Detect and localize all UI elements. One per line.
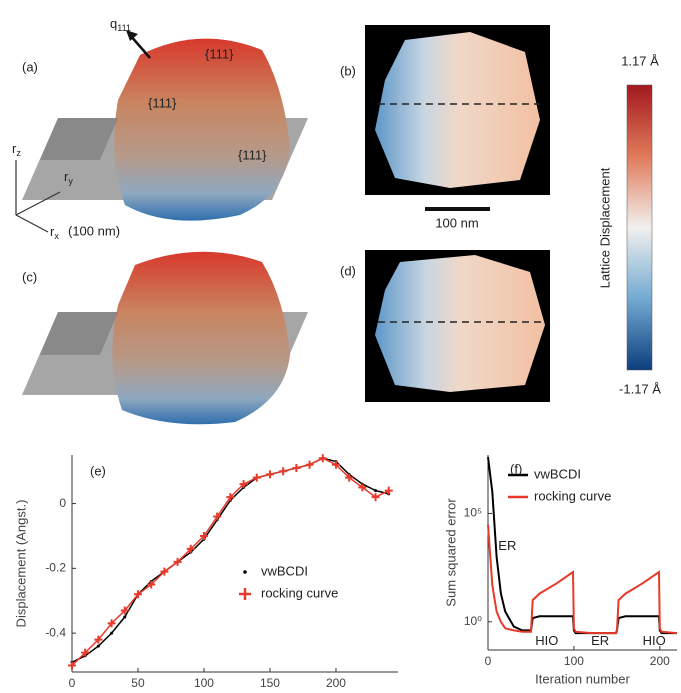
point [318, 454, 327, 463]
point [120, 606, 129, 615]
panel-label: (d) [340, 263, 356, 278]
point [199, 531, 208, 540]
point [186, 544, 195, 553]
point [374, 489, 378, 493]
axis-r: r [50, 224, 55, 239]
point [213, 512, 222, 521]
series-line [71, 457, 390, 667]
x-axis-title: Iteration number [535, 671, 630, 686]
x-tick-label: 200 [326, 676, 346, 690]
y-axis-title: Displacement (Angst.) [13, 500, 28, 628]
y-tick-label: -0.2 [45, 561, 66, 575]
point [292, 463, 301, 472]
y-tick-label: 10⁵ [464, 506, 482, 520]
axis-label: rz [12, 141, 21, 158]
y-tick-label: -0.4 [45, 625, 66, 639]
y-tick-label: 0 [59, 496, 66, 510]
point [147, 580, 156, 589]
scale-bar-label: 100 nm [435, 215, 478, 230]
colorbar-max: 1.17 Å [621, 53, 659, 68]
q-arrow [129, 34, 151, 59]
axis-label: rx [50, 224, 59, 241]
point [68, 661, 76, 670]
point [123, 615, 127, 619]
slice-map [375, 32, 540, 188]
x-tick-label: 0 [69, 676, 76, 690]
axis-r: r [64, 169, 69, 184]
q-arrowhead [126, 30, 138, 41]
series-line [487, 524, 678, 635]
axis-label: ry [64, 169, 73, 186]
x-tick-label: 100 [194, 676, 214, 690]
point [81, 648, 90, 657]
annotation: HIO [535, 633, 558, 648]
facet-label: {111} [148, 95, 177, 110]
panel-label: (f) [510, 461, 522, 476]
point [345, 473, 354, 482]
point [279, 467, 288, 476]
facet-label: {111} [238, 147, 267, 162]
point [331, 460, 340, 469]
legend-label: vwBCDI [534, 466, 581, 481]
y-tick-label: 10⁰ [464, 614, 482, 628]
q-label: q111 [110, 16, 131, 33]
crystal-3d [112, 251, 290, 425]
point [96, 644, 100, 648]
slice-map [375, 255, 545, 392]
axes-triad [15, 160, 61, 233]
panel-label: (b) [340, 63, 356, 78]
point [239, 480, 248, 489]
point [371, 493, 380, 502]
slice-plane [40, 118, 118, 160]
legend-marker [239, 588, 251, 600]
facet-label: {111} [205, 46, 234, 61]
axis-sub: x [54, 231, 59, 241]
axis-scale: (100 nm) [68, 223, 120, 238]
x-tick-label: 150 [260, 676, 280, 690]
annotation: ER [498, 538, 516, 553]
q-sub: 111 [117, 23, 131, 33]
legend-label: rocking curve [261, 585, 338, 600]
point [173, 557, 182, 566]
point [107, 619, 116, 628]
panel-label: (a) [22, 59, 38, 74]
legend-label: vwBCDI [261, 563, 308, 578]
panel-label: (c) [22, 269, 37, 284]
point [133, 590, 142, 599]
x-tick-label: 100 [564, 654, 584, 668]
axis-r: r [12, 141, 17, 156]
axis-sub: z [16, 148, 21, 158]
x-tick-label: 0 [485, 654, 492, 668]
colorbar-label: Lattice Displacement [597, 167, 612, 288]
axis-sub: y [68, 176, 73, 186]
point [252, 473, 261, 482]
series-line [71, 457, 389, 663]
x-tick-label: 200 [650, 654, 670, 668]
point [384, 486, 393, 495]
y-axis-title: Sum squared error [443, 498, 458, 607]
crystal-3d [114, 38, 290, 221]
slice-plane [40, 312, 118, 355]
annotation: ER [591, 633, 609, 648]
colorbar [626, 84, 653, 371]
q-text: q [110, 16, 117, 31]
colorbar-min: -1.17 Å [619, 381, 661, 396]
point [265, 470, 274, 479]
point [226, 493, 235, 502]
point [94, 635, 103, 644]
point [305, 460, 314, 469]
annotation: HIO [643, 633, 666, 648]
point [160, 567, 169, 576]
x-tick-label: 50 [131, 676, 145, 690]
panel-label: (e) [90, 463, 106, 478]
legend-label: rocking curve [534, 488, 611, 503]
legend-marker [243, 570, 247, 574]
point [358, 483, 367, 492]
point [110, 631, 114, 635]
